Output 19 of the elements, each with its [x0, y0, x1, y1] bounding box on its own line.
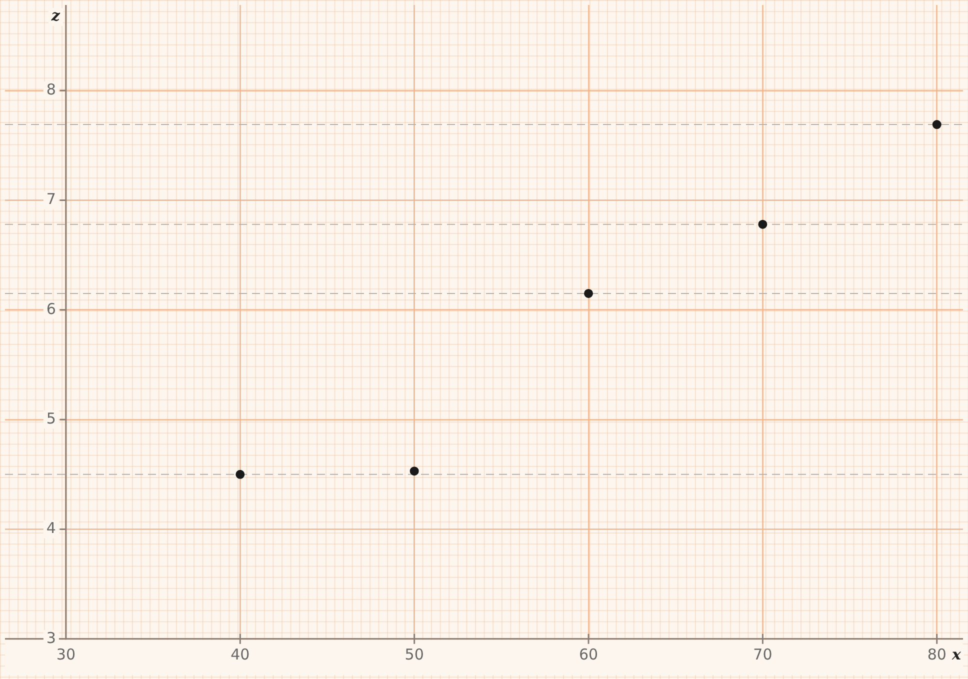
- y-tick-label: 4: [46, 519, 56, 538]
- y-tick-label: 8: [46, 80, 56, 98]
- y-tick-label: 7: [46, 190, 56, 208]
- point: [932, 120, 942, 130]
- y-tick-label: 3: [46, 628, 56, 647]
- y-axis-title: z: [50, 6, 60, 24]
- x-tick-label: 50: [404, 645, 424, 664]
- point: [758, 220, 768, 229]
- point: [410, 466, 419, 476]
- x-tick-label: 60: [578, 645, 598, 664]
- x-tick-label: 30: [56, 645, 76, 664]
- y-tick-label: 5: [46, 409, 56, 428]
- x-tick-label: 40: [230, 645, 250, 664]
- x-axis-title: x: [951, 645, 962, 664]
- point: [236, 470, 245, 479]
- point: [584, 288, 594, 298]
- x-tick-label: 80: [927, 645, 946, 664]
- x-tick-label: 70: [753, 645, 772, 664]
- y-tick-label: 6: [46, 300, 56, 318]
